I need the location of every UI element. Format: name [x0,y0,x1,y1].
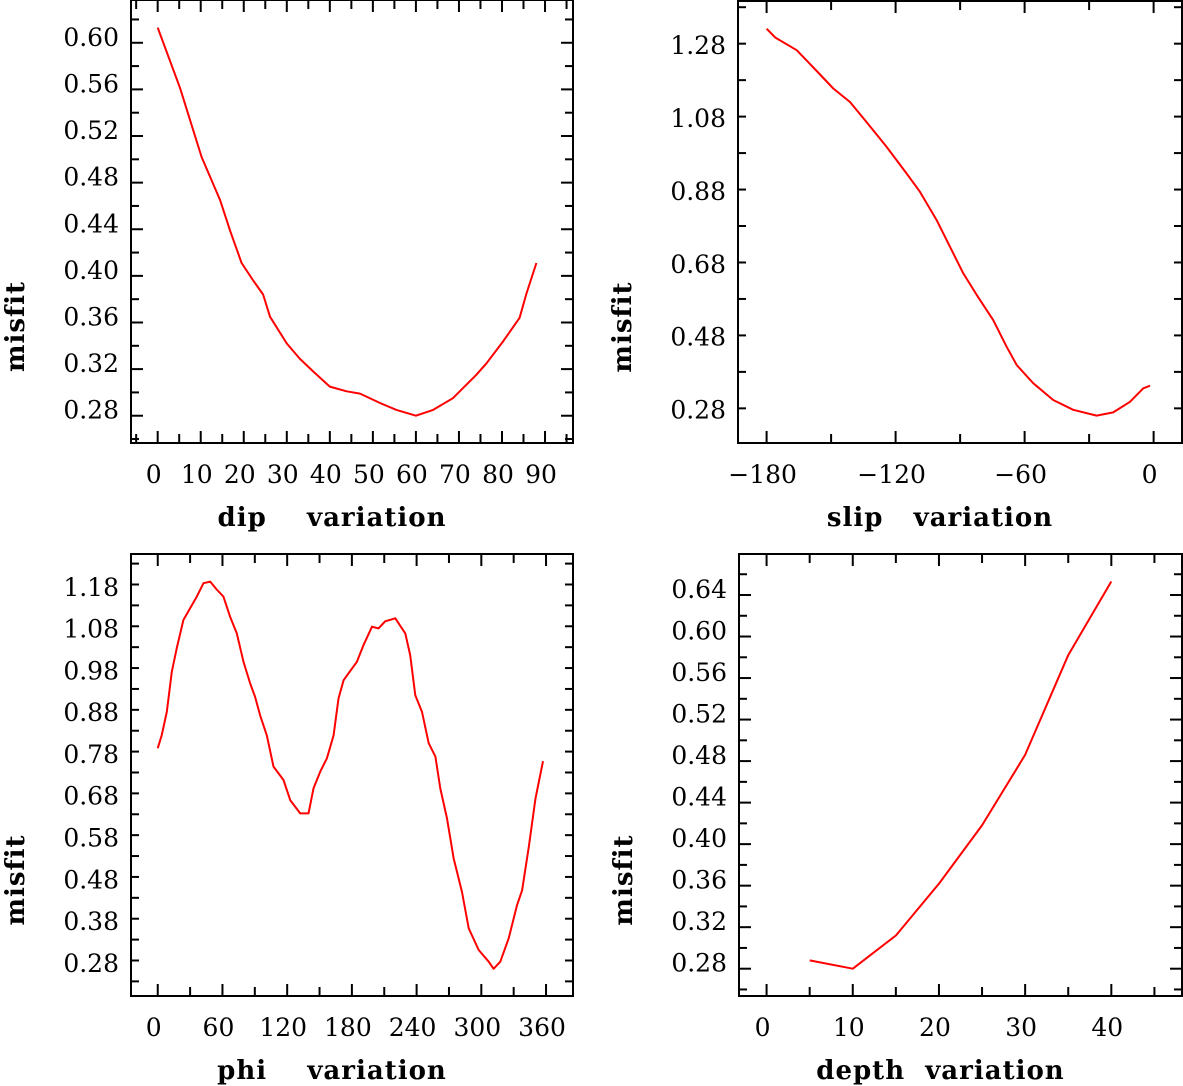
y-tick-label: 0.56 [63,69,119,98]
x-tick-label: 360 [518,1013,566,1042]
x-tick-label: 40 [310,460,342,489]
y-tick-label: 1.08 [63,615,119,644]
panel-depth: 0 10 20 30 40 0.28 0.32 0.36 0.40 0.44 0.48 0.52 0.5… [609,553,1183,1086]
axes-frame [737,0,1183,444]
x-tick-label: −120 [857,460,926,489]
x-axis-title: dip variation [218,503,447,533]
x-tick-label: −180 [728,460,797,489]
x-tick-label: 30 [1005,1013,1037,1042]
y-tick-label: 0.28 [670,396,726,425]
x-tick-label: 90 [525,460,557,489]
y-tick-label: 0.40 [671,824,727,853]
y-tick-label: 0.88 [670,177,726,206]
x-tick-label: 0 [755,1013,771,1042]
y-tick-label: 0.48 [671,741,727,770]
x-tick-label: 20 [224,460,256,489]
x-tick-label: 0 [1142,460,1158,489]
x-tick-label: 300 [453,1013,501,1042]
y-tick-label: 0.28 [63,396,119,425]
x-tick-label: 20 [919,1013,951,1042]
axes-frame [738,553,1183,997]
misfit-curve-slip [765,28,1151,417]
y-tick-label: 1.28 [670,31,726,60]
x-axis-title: depth variation [816,1056,1064,1086]
y-tick-label: 0.68 [63,782,119,811]
x-tick-label: 120 [259,1013,307,1042]
panel-phi: 0 60 120 180 240 300 360 0.28 0.38 0.48 0.58 0.68 0.… [1,553,574,1086]
axes-frame [130,0,574,444]
y-axis-title: misfit [1,834,31,925]
x-tick-label: 70 [439,460,471,489]
panel-dip: 0 10 20 30 40 50 60 70 80 90 0.28 0.32 0.36 0.40 0.44 0… [1,0,574,533]
y-tick-label: 0.36 [63,302,119,331]
x-tick-label: 10 [181,460,213,489]
y-tick-label: 1.18 [63,573,119,602]
y-tick-label: 0.52 [63,116,119,145]
y-tick-label: 0.28 [63,949,119,978]
y-tick-label: 0.98 [63,656,119,685]
y-tick-label: 0.38 [63,907,119,936]
x-tick-label: 60 [203,1013,235,1042]
y-axis-title: misfit [1,281,31,372]
x-axis-title: slip variation [827,503,1053,533]
x-tick-label: 40 [1091,1013,1123,1042]
x-tick-label: 10 [833,1013,865,1042]
y-tick-label: 0.48 [670,323,726,352]
x-tick-label: 180 [324,1013,372,1042]
x-tick-label: −60 [994,460,1047,489]
y-tick-label: 0.64 [671,575,727,604]
y-tick-label: 0.56 [671,658,727,687]
y-tick-label: 0.32 [671,907,727,936]
y-tick-label: 0.32 [63,349,119,378]
x-axis-title: phi variation [217,1056,447,1086]
misfit-curve-phi [156,580,544,970]
x-tick-label: 50 [353,460,385,489]
y-axis-title: misfit [608,281,638,372]
y-tick-label: 0.48 [63,163,119,192]
y-tick-label: 0.52 [671,700,727,729]
misfit-curve-depth [809,580,1113,970]
y-tick-label: 0.44 [671,783,727,812]
y-tick-label: 0.58 [63,824,119,853]
x-tick-label: 240 [389,1013,437,1042]
y-tick-label: 0.44 [63,209,119,238]
y-tick-label: 0.40 [63,256,119,285]
axes-frame [130,553,574,997]
y-tick-label: 1.08 [670,104,726,133]
misfit-curve-dip [156,27,538,417]
x-tick-label: 0 [146,460,162,489]
x-tick-label: 60 [396,460,428,489]
y-tick-label: 0.78 [63,740,119,769]
panel-slip: −180 −120 −60 0 0.28 0.48 0.68 0.88 1.08 1.28 slip… [608,0,1183,533]
y-tick-label: 0.60 [63,23,119,52]
x-tick-label: 0 [146,1013,162,1042]
y-tick-label: 0.36 [671,866,727,895]
y-tick-label: 0.60 [671,617,727,646]
y-tick-label: 0.88 [63,698,119,727]
y-axis-title: misfit [609,834,639,925]
x-tick-label: 80 [482,460,514,489]
y-tick-label: 0.68 [670,250,726,279]
y-tick-label: 0.28 [671,949,727,978]
y-tick-label: 0.48 [63,865,119,894]
x-tick-label: 30 [267,460,299,489]
